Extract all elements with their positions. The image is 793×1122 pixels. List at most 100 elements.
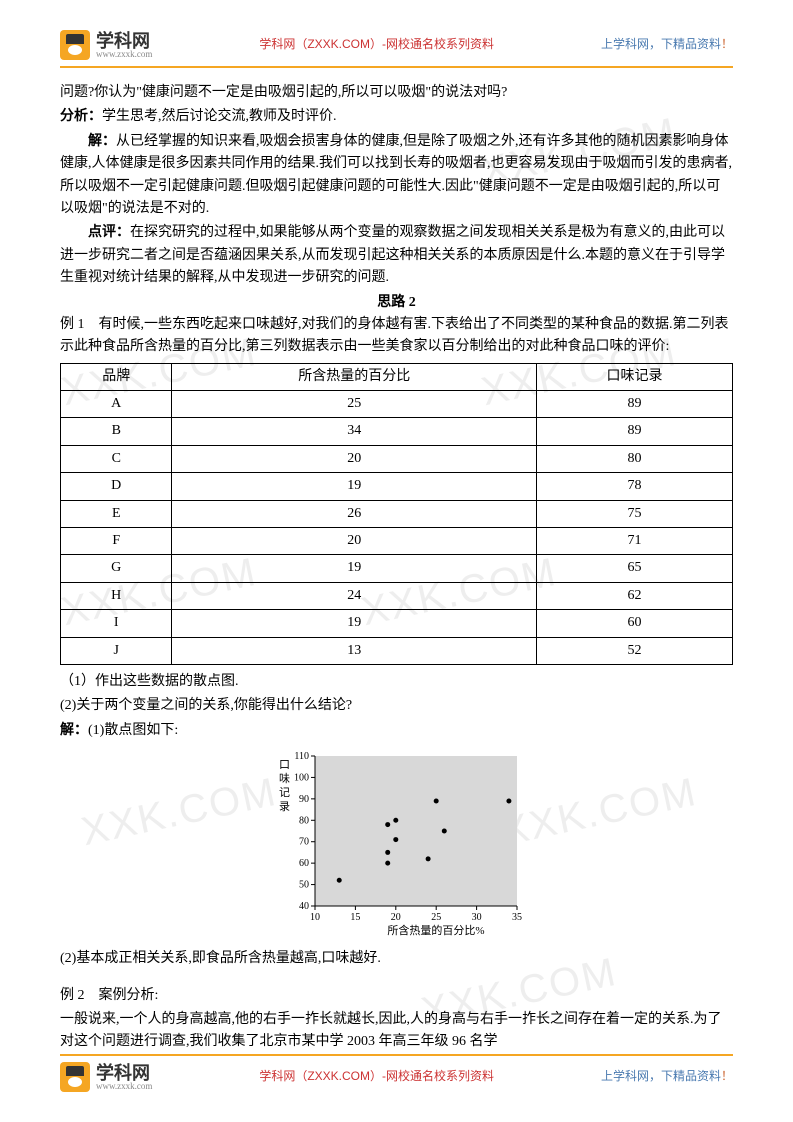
svg-text:110: 110 [294,751,309,762]
table-cell: 13 [172,637,537,664]
question-2: (2)关于两个变量之间的关系,你能得出什么结论? [60,695,733,717]
table-cell: 20 [172,445,537,472]
answer-2: (2)基本成正相关关系,即食品所含热量越高,口味越好. [60,948,733,970]
table-row: I1960 [61,610,733,637]
logo: 学科网 www.zxxk.com [60,30,152,60]
footer-logo: 学科网 www.zxxk.com [60,1062,152,1092]
svg-text:味: 味 [279,772,290,785]
scatter-svg: 101520253035405060708090100110所含热量的百分比%口… [267,748,527,938]
table-row: C2080 [61,445,733,472]
svg-text:70: 70 [299,837,309,848]
svg-text:90: 90 [299,794,309,805]
logo-title: 学科网 [96,32,152,50]
header-center-text: 学科网（ZXXK.COM）-网校通名校系列资料 [259,35,494,54]
scatter-chart-container: 101520253035405060708090100110所含热量的百分比%口… [60,748,733,938]
table-cell: 19 [172,555,537,582]
svg-text:100: 100 [294,773,309,784]
question-1: （1）作出这些数据的散点图. [60,671,733,693]
table-cell: H [61,582,172,609]
footer-logo-icon [60,1062,90,1092]
svg-text:所含热量的百分比%: 所含热量的百分比% [387,923,484,937]
table-cell: C [61,445,172,472]
table-cell: 34 [172,418,537,445]
analysis-label: 分析： [60,109,102,124]
header-right-text: 上学科网，下精品资料！ [601,35,733,54]
col-heat: 所含热量的百分比 [172,363,537,390]
solution-para: 解：从已经掌握的知识来看,吸烟会损害身体的健康,但是除了吸烟之外,还有许多其他的… [60,131,733,221]
footer-logo-title: 学科网 [96,1064,152,1082]
table-header-row: 品牌 所含热量的百分比 口味记录 [61,363,733,390]
svg-text:60: 60 [299,858,309,869]
table-cell: 19 [172,610,537,637]
answer-label: 解： [60,723,88,738]
svg-text:40: 40 [299,901,309,912]
comment-label: 点评： [88,225,130,240]
solution-label: 解： [88,134,116,149]
food-data-table: 品牌 所含热量的百分比 口味记录 A2589B3489C2080D1978E26… [60,363,733,665]
table-cell: 19 [172,473,537,500]
table-cell: 52 [537,637,733,664]
svg-text:50: 50 [299,880,309,891]
intro-question: 问题?你认为"健康问题不一定是由吸烟引起的,所以可以吸烟"的说法对吗? [60,82,733,104]
table-cell: 89 [537,391,733,418]
header-right-b: ！ [721,37,733,51]
svg-text:10: 10 [310,912,320,923]
solution-text: 从已经掌握的知识来看,吸烟会损害身体的健康,但是除了吸烟之外,还有许多其他的随机… [60,134,732,216]
svg-text:记: 记 [279,786,290,799]
section-title: 思路 2 [60,292,733,314]
table-cell: F [61,528,172,555]
table-cell: A [61,391,172,418]
table-cell: 25 [172,391,537,418]
table-row: J1352 [61,637,733,664]
table-cell: D [61,473,172,500]
footer-logo-url: www.zxxk.com [96,1082,152,1091]
table-cell: 62 [537,582,733,609]
logo-url: www.zxxk.com [96,50,152,59]
svg-text:20: 20 [390,912,400,923]
page-footer: 学科网 www.zxxk.com 学科网（ZXXK.COM）-网校通名校系列资料… [60,1054,733,1092]
table-cell: 78 [537,473,733,500]
table-cell: 71 [537,528,733,555]
table-row: H2462 [61,582,733,609]
table-cell: 26 [172,500,537,527]
document-body: 问题?你认为"健康问题不一定是由吸烟引起的,所以可以吸烟"的说法对吗? 分析：学… [60,82,733,1054]
table-cell: 24 [172,582,537,609]
table-cell: 75 [537,500,733,527]
example1-intro: 例 1 有时候,一些东西吃起来口味越好,对我们的身体越有害.下表给出了不同类型的… [60,314,733,359]
table-row: D1978 [61,473,733,500]
table-cell: 80 [537,445,733,472]
comment-para: 点评：在探究研究的过程中,如果能够从两个变量的观察数据之间发现相关关系是极为有意… [60,222,733,289]
svg-text:录: 录 [279,800,290,813]
table-cell: J [61,637,172,664]
table-row: F2071 [61,528,733,555]
table-cell: 20 [172,528,537,555]
analysis-text: 学生思考,然后讨论交流,教师及时评价. [102,109,337,124]
col-brand: 品牌 [61,363,172,390]
table-row: B3489 [61,418,733,445]
svg-text:25: 25 [431,912,441,923]
answer-line: 解：(1)散点图如下: [60,720,733,742]
table-cell: I [61,610,172,637]
svg-text:30: 30 [471,912,481,923]
svg-text:15: 15 [350,912,360,923]
table-row: G1965 [61,555,733,582]
example2-body: 一般说来,一个人的身高越高,他的右手一拃长就越长,因此,人的身高与右手一拃长之间… [60,1009,733,1054]
table-cell: G [61,555,172,582]
comment-text: 在探究研究的过程中,如果能够从两个变量的观察数据之间发现相关关系是极为有意义的,… [60,225,725,285]
svg-text:80: 80 [299,815,309,826]
footer-right-text: 上学科网，下精品资料！ [601,1067,733,1086]
analysis-para: 分析：学生思考,然后讨论交流,教师及时评价. [60,106,733,128]
table-cell: 60 [537,610,733,637]
page-header: 学科网 www.zxxk.com 学科网（ZXXK.COM）-网校通名校系列资料… [60,30,733,68]
table-cell: 89 [537,418,733,445]
table-cell: E [61,500,172,527]
logo-icon [60,30,90,60]
footer-right-a: 上学科网，下精品资料 [601,1069,721,1083]
footer-center-text: 学科网（ZXXK.COM）-网校通名校系列资料 [259,1067,494,1086]
footer-right-b: ！ [721,1069,733,1083]
table-cell: 65 [537,555,733,582]
col-taste: 口味记录 [537,363,733,390]
example2-title: 例 2 案例分析: [60,985,733,1007]
table-row: A2589 [61,391,733,418]
header-right-a: 上学科网，下精品资料 [601,37,721,51]
